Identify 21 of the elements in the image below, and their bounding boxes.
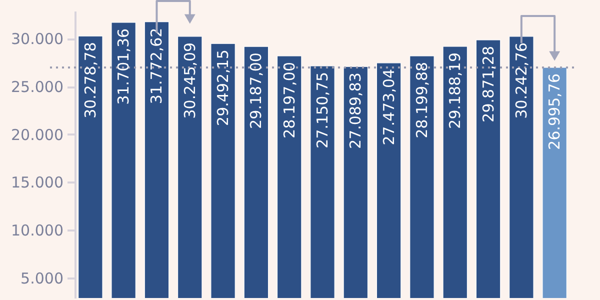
y-tick-label: 10.000 xyxy=(11,222,64,240)
data-label: 29.188,19 xyxy=(446,52,464,129)
y-tick-label: 5.000 xyxy=(20,269,64,288)
y-tick-label: 20.000 xyxy=(11,126,64,144)
data-label: 28.199,88 xyxy=(412,62,431,138)
data-label: 28.197,00 xyxy=(280,62,298,138)
data-label: 30.242,76 xyxy=(512,42,530,119)
y-tick-label: 25.000 xyxy=(11,78,64,96)
data-label: 29.492,15 xyxy=(214,50,232,126)
y-tick-label: 30.000 xyxy=(11,30,64,48)
data-label: 29.871,28 xyxy=(479,46,498,122)
data-label: 30.278,78 xyxy=(81,42,100,118)
y-tick-label: 15.000 xyxy=(11,174,64,192)
data-label: 27.150,75 xyxy=(314,72,332,148)
data-label: 31.701,36 xyxy=(114,28,133,105)
data-label: 27.089,83 xyxy=(346,72,365,149)
data-label: 31.772,62 xyxy=(148,28,166,104)
data-label: 27.473,04 xyxy=(380,68,398,146)
data-label: 26.995,76 xyxy=(546,73,564,150)
data-label: 30.245,09 xyxy=(180,42,199,119)
data-label: 29.187,00 xyxy=(247,52,266,129)
